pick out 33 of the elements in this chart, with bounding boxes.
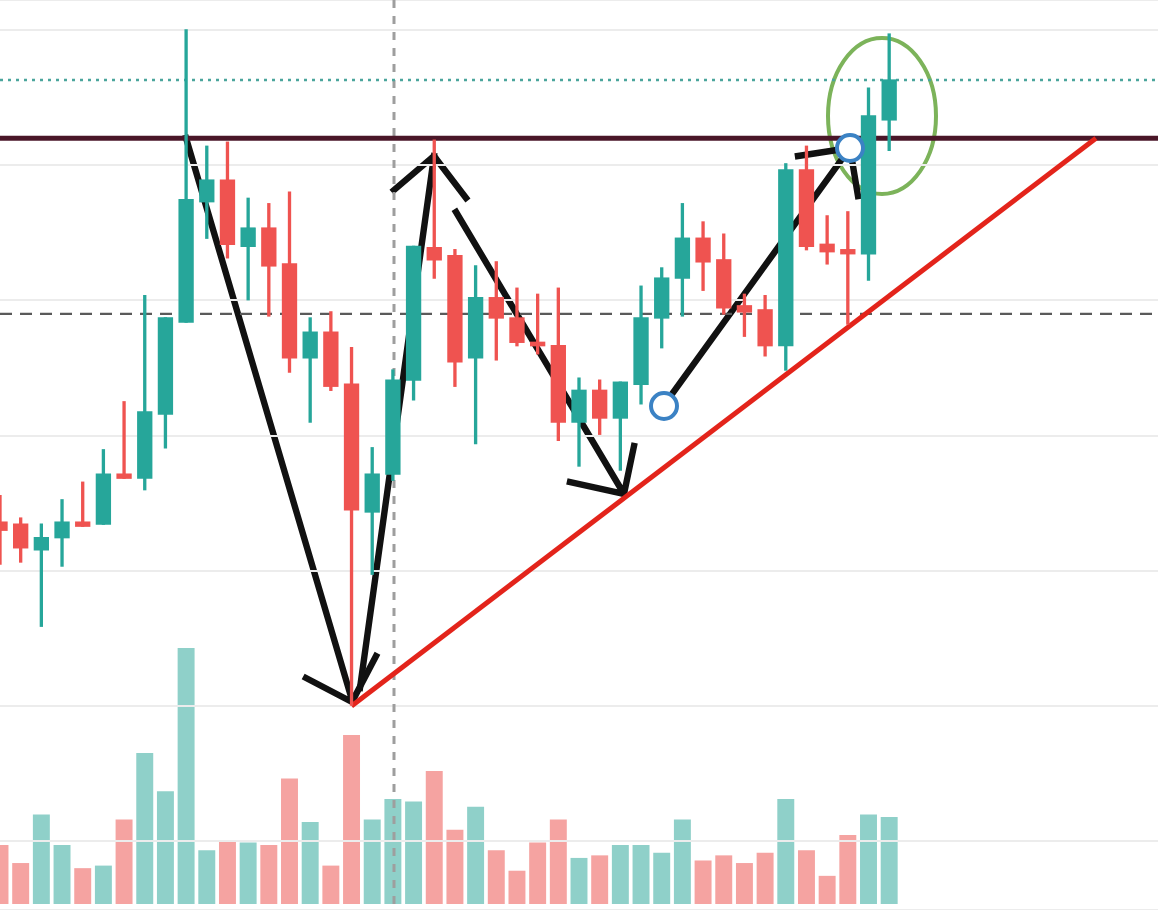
bar	[860, 814, 877, 904]
bar	[156, 791, 174, 904]
bar	[12, 863, 30, 904]
bar	[239, 842, 257, 904]
bar	[570, 857, 588, 904]
bar	[53, 845, 71, 904]
bar	[880, 816, 898, 904]
bar	[756, 852, 774, 904]
bar	[260, 845, 278, 904]
bar	[301, 822, 319, 904]
candlestick	[116, 401, 132, 479]
bar	[549, 819, 567, 904]
bar	[673, 819, 691, 904]
candlestick	[819, 215, 835, 265]
bar	[74, 868, 92, 904]
bar	[115, 819, 133, 904]
bar	[797, 850, 815, 904]
bar	[467, 806, 485, 904]
bar	[32, 814, 50, 904]
bar	[218, 840, 236, 904]
bar	[591, 855, 609, 904]
bar	[322, 865, 340, 904]
bar	[405, 801, 423, 904]
bar	[343, 735, 361, 904]
bar	[529, 842, 547, 904]
bar	[611, 845, 629, 904]
candlestick	[54, 499, 70, 567]
bar	[94, 865, 112, 904]
bar	[735, 863, 753, 904]
bar	[777, 799, 795, 904]
bar	[136, 752, 154, 904]
bar	[281, 778, 298, 904]
candlestick	[240, 197, 256, 301]
